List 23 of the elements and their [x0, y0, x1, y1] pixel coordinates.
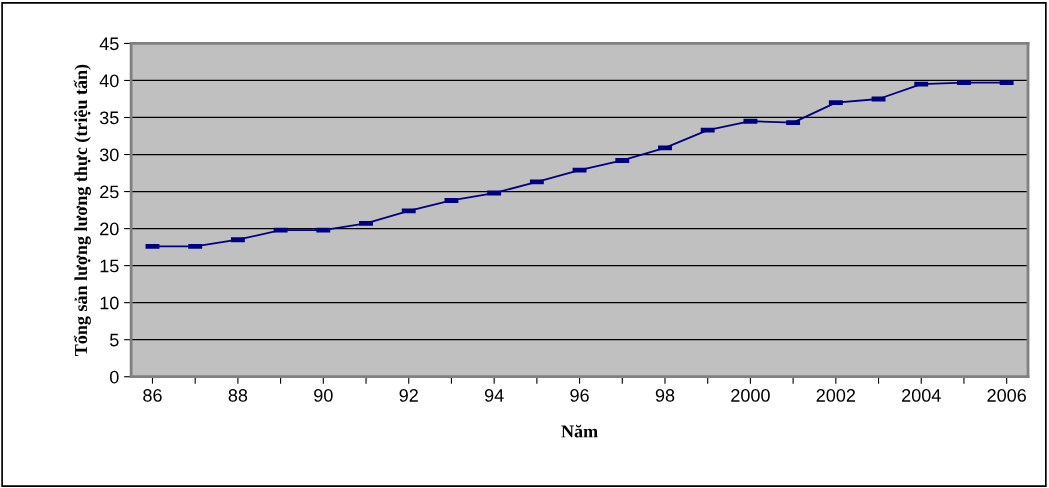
y-tick-label: 15: [100, 259, 119, 273]
x-tick-label: 2002: [816, 389, 856, 402]
y-tick-label: 35: [99, 111, 119, 125]
x-axis-title: Năm: [561, 424, 598, 438]
y-tick-label: 20: [100, 222, 119, 236]
x-tick-label: 2006: [987, 389, 1026, 402]
x-tick-label: 98: [655, 389, 675, 402]
x-tick-label: 90: [314, 389, 333, 402]
y-tick-label: 40: [99, 74, 119, 88]
y-tick-label: 0: [109, 370, 119, 384]
y-tick-label: 30: [99, 148, 119, 162]
x-tick-label: 2000: [731, 389, 770, 402]
y-tick-label: 25: [100, 185, 119, 199]
x-tick-label: 96: [570, 389, 589, 402]
x-tick-label: 94: [484, 389, 504, 402]
x-tick-label: 92: [399, 389, 418, 402]
y-tick-label: 10: [100, 296, 119, 310]
y-tick-label: 5: [110, 333, 119, 347]
y-tick-label: 45: [99, 37, 119, 51]
x-tick-label: 2004: [902, 389, 941, 402]
x-tick-label: 88: [228, 389, 248, 402]
x-tick-label: 86: [143, 389, 162, 402]
y-axis-title: Tổng sản lượng lương thực (triệu tấn): [73, 64, 91, 356]
